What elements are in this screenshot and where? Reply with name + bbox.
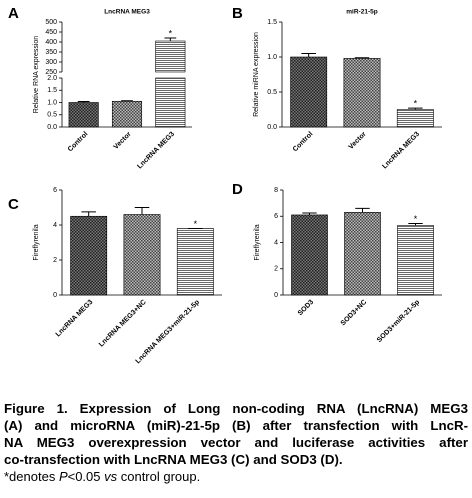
y-tick-label: 1.5	[267, 19, 277, 26]
y-axis-label: Relative RNA expression	[33, 36, 40, 114]
y-tick-label: 0.0	[47, 124, 57, 131]
bar	[396, 109, 434, 128]
chart-title: LncRNA MEG3	[104, 9, 150, 16]
y-tick-label: 250	[45, 69, 57, 76]
y-axis-label: Fireflyrenila	[33, 224, 40, 260]
caption-line: NA MEG3 overexpression vector and lucife…	[4, 435, 468, 450]
error-bar	[408, 107, 423, 110]
error-bar	[301, 53, 316, 57]
y-tick-label: 1.0	[267, 54, 277, 61]
bar	[291, 214, 328, 296]
caption-line: co-transfection with LncRNA MEG3 (C) and…	[4, 452, 343, 467]
panel-label: D	[232, 181, 243, 198]
significance: *	[414, 98, 418, 108]
x-tick-label: LncRNA MEG3+NC	[98, 299, 148, 349]
footnote-part: *denotes	[4, 469, 59, 484]
y-tick-label: 0.5	[47, 112, 57, 119]
y-tick-label: 6	[53, 187, 57, 194]
bar	[123, 214, 161, 296]
error-bar	[134, 207, 150, 215]
x-tick-label: Vector	[113, 131, 133, 151]
bar	[68, 102, 99, 128]
y-tick-label: 4	[274, 239, 278, 246]
bar	[111, 100, 143, 128]
panel-label: B	[232, 5, 243, 22]
x-tick-label: Control	[292, 131, 315, 154]
footnote-part: control group.	[117, 469, 201, 484]
x-tick-label: LncRNA MEG3	[381, 131, 421, 171]
error-bar	[354, 57, 370, 59]
bar	[397, 225, 434, 296]
bar	[155, 77, 186, 128]
y-axis-label: Relative miRNA expression	[253, 32, 260, 117]
figure: A LncRNA MEG3 Relative RNA expression 0.0 0.…	[8, 5, 442, 366]
footnote-part: vs	[104, 469, 118, 484]
error-bar	[81, 211, 96, 217]
y-tick-label: 0	[53, 292, 57, 299]
y-tick-label: 0.5	[267, 89, 277, 96]
footnote-part: P	[58, 469, 68, 484]
panel-label: C	[8, 196, 19, 213]
x-tick-label: SOD3+NC	[340, 299, 368, 327]
footnote: *denotes P<0.05 vs control group.	[4, 468, 468, 485]
caption: Figure 1. Expression of Long non-coding …	[4, 400, 468, 485]
error-bar	[355, 207, 370, 213]
y-tick-label: 1.0	[47, 99, 57, 106]
y-tick-label: 2	[274, 266, 278, 273]
x-tick-label: LncRNA MEG3+miR-21-5p	[135, 299, 202, 366]
x-tick-label: Control	[67, 131, 90, 154]
y-tick-label: 350	[45, 49, 57, 56]
bar	[290, 56, 328, 128]
y-tick-label: 500	[45, 19, 57, 26]
error-bar	[77, 101, 90, 103]
significance: *	[194, 219, 198, 229]
chart-title: miR-21-5p	[346, 9, 377, 16]
y-tick-label: 0	[274, 292, 278, 299]
x-tick-label: SOD3+miR-21-5p	[376, 299, 421, 344]
error-bar	[302, 212, 317, 215]
x-tick-label: SOD3	[297, 299, 316, 318]
y-tick-label: 300	[45, 59, 57, 66]
y-tick-label: 2	[53, 257, 57, 264]
y-tick-label: 2.0	[47, 75, 57, 82]
x-tick-label: LncRNA MEG3	[55, 299, 95, 339]
y-tick-label: 0.0	[267, 124, 277, 131]
y-tick-label: 4	[53, 222, 57, 229]
x-tick-label: Vector	[348, 131, 368, 151]
significance: *	[414, 214, 418, 224]
panel-label: A	[8, 5, 19, 22]
bar	[344, 212, 381, 296]
y-tick-label: 1.5	[47, 87, 57, 94]
y-tick-label: 450	[45, 29, 57, 36]
bar-upper	[155, 40, 186, 73]
significance: *	[169, 28, 173, 38]
caption-line: Figure 1. Expression of Long non-coding …	[4, 401, 468, 416]
error-bar	[164, 37, 177, 41]
y-axis-label: Fireflyrenila	[254, 224, 261, 260]
footnote-part: <0.05	[67, 469, 105, 484]
bar	[70, 215, 108, 296]
x-tick-label: LncRNA MEG3	[136, 131, 176, 171]
error-bar	[408, 222, 423, 226]
bar	[343, 58, 381, 128]
y-tick-label: 8	[274, 187, 278, 194]
y-tick-label: 400	[45, 39, 57, 46]
y-tick-label: 6	[274, 213, 278, 220]
bar	[176, 228, 214, 296]
caption-line: (A) and microRNA (miR)-21-5p (B) after t…	[4, 418, 468, 433]
